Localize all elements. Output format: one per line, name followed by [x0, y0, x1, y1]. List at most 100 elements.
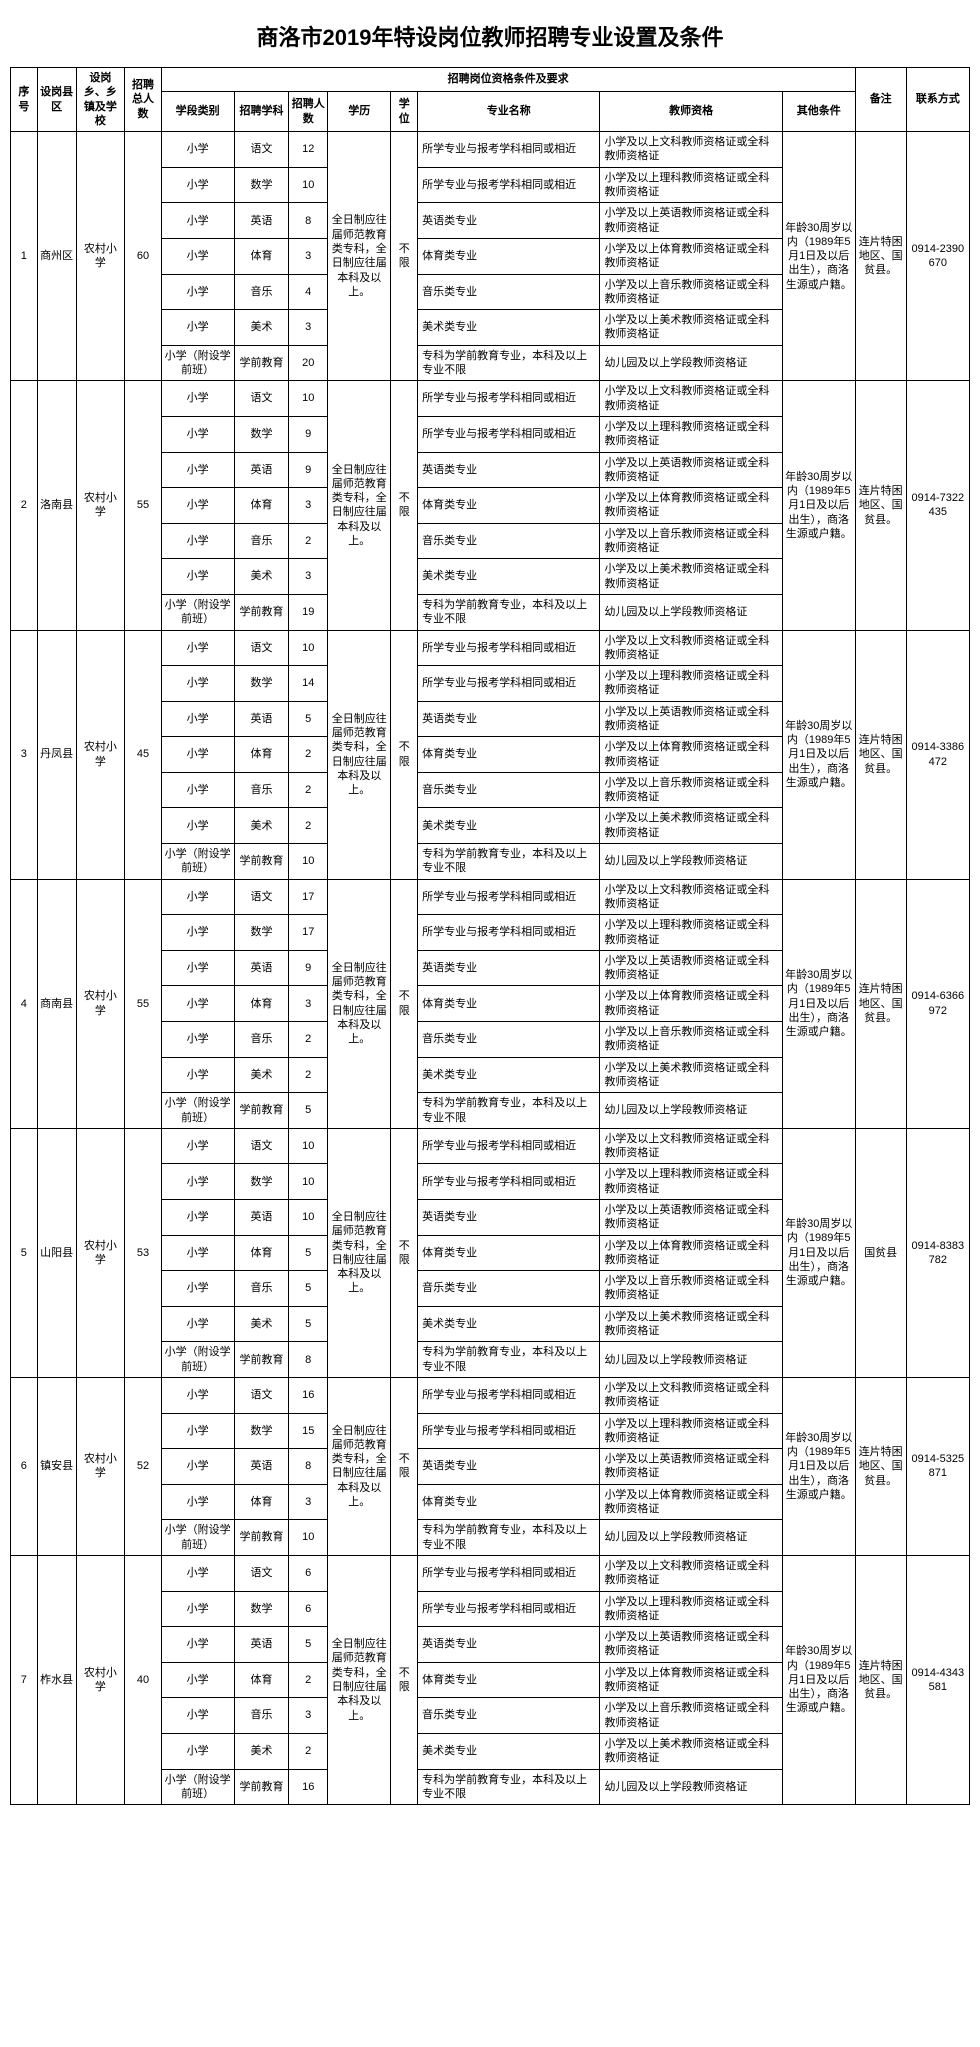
cell-major: 专科为学前教育专业，本科及以上专业不限 — [418, 844, 600, 880]
cell-cert: 小学及以上文科教师资格证或全科教师资格证 — [600, 1128, 782, 1164]
cell-major: 专科为学前教育专业，本科及以上专业不限 — [418, 345, 600, 381]
cell-cert: 小学及以上体育教师资格证或全科教师资格证 — [600, 488, 782, 524]
cell-stage: 小学 — [161, 1022, 234, 1058]
cell-subject: 数学 — [234, 167, 289, 203]
cell-other: 年龄30周岁以内（1989年5月1日及以后出生），商洛生源或户籍。 — [782, 879, 855, 1128]
cell-stage: 小学 — [161, 1591, 234, 1627]
cell-count: 10 — [289, 844, 328, 880]
cell-count: 3 — [289, 559, 328, 595]
cell-major: 所学专业与报考学科相同或相近 — [418, 1413, 600, 1449]
cell-major: 英语类专业 — [418, 1200, 600, 1236]
cell-count: 12 — [289, 132, 328, 168]
cell-stage: 小学 — [161, 310, 234, 346]
cell-subject: 体育 — [234, 488, 289, 524]
cell-seq: 1 — [11, 132, 38, 381]
cell-other: 年龄30周岁以内（1989年5月1日及以后出生），商洛生源或户籍。 — [782, 381, 855, 630]
cell-cert: 幼儿园及以上学段教师资格证 — [600, 1093, 782, 1129]
cell-stage: 小学 — [161, 879, 234, 915]
cell-count: 17 — [289, 879, 328, 915]
cell-remark: 国贫县 — [855, 1128, 906, 1377]
cell-cert: 小学及以上英语教师资格证或全科教师资格证 — [600, 950, 782, 986]
cell-education: 全日制应往届师范教育类专科，全日制应往届本科及以上。 — [328, 630, 391, 879]
cell-cert: 幼儿园及以上学段教师资格证 — [600, 1342, 782, 1378]
cell-cert: 小学及以上理科教师资格证或全科教师资格证 — [600, 416, 782, 452]
cell-major: 美术类专业 — [418, 1306, 600, 1342]
cell-degree: 不限 — [391, 630, 418, 879]
cell-count: 5 — [289, 1235, 328, 1271]
cell-major: 音乐类专业 — [418, 274, 600, 310]
cell-count: 10 — [289, 167, 328, 203]
header-total: 招聘总人数 — [125, 68, 161, 132]
cell-cert: 幼儿园及以上学段教师资格证 — [600, 594, 782, 630]
page-title: 商洛市2019年特设岗位教师招聘专业设置及条件 — [10, 20, 970, 52]
cell-stage: 小学 — [161, 416, 234, 452]
cell-cert: 小学及以上美术教师资格证或全科教师资格证 — [600, 310, 782, 346]
cell-major: 所学专业与报考学科相同或相近 — [418, 1164, 600, 1200]
cell-stage: 小学 — [161, 666, 234, 702]
cell-count: 5 — [289, 1627, 328, 1663]
cell-stage: 小学 — [161, 950, 234, 986]
cell-cert: 小学及以上理科教师资格证或全科教师资格证 — [600, 666, 782, 702]
cell-major: 体育类专业 — [418, 238, 600, 274]
cell-subject: 语文 — [234, 630, 289, 666]
cell-major: 所学专业与报考学科相同或相近 — [418, 1377, 600, 1413]
cell-subject: 音乐 — [234, 274, 289, 310]
cell-subject: 数学 — [234, 666, 289, 702]
cell-count: 3 — [289, 986, 328, 1022]
cell-other: 年龄30周岁以内（1989年5月1日及以后出生），商洛生源或户籍。 — [782, 1128, 855, 1377]
cell-stage: 小学（附设学前班） — [161, 1769, 234, 1805]
cell-major: 英语类专业 — [418, 203, 600, 239]
cell-count: 2 — [289, 737, 328, 773]
cell-total: 55 — [125, 381, 161, 630]
cell-school: 农村小学 — [76, 1128, 125, 1377]
cell-stage: 小学 — [161, 238, 234, 274]
cell-stage: 小学 — [161, 132, 234, 168]
cell-education: 全日制应往届师范教育类专科，全日制应往届本科及以上。 — [328, 132, 391, 381]
cell-cert: 小学及以上理科教师资格证或全科教师资格证 — [600, 1591, 782, 1627]
cell-other: 年龄30周岁以内（1989年5月1日及以后出生），商洛生源或户籍。 — [782, 1377, 855, 1555]
cell-cert: 小学及以上文科教师资格证或全科教师资格证 — [600, 879, 782, 915]
cell-subject: 数学 — [234, 416, 289, 452]
cell-stage: 小学 — [161, 274, 234, 310]
cell-cert: 小学及以上英语教师资格证或全科教师资格证 — [600, 1200, 782, 1236]
cell-cert: 小学及以上音乐教师资格证或全科教师资格证 — [600, 274, 782, 310]
cell-stage: 小学 — [161, 523, 234, 559]
cell-count: 6 — [289, 1591, 328, 1627]
cell-subject: 英语 — [234, 1449, 289, 1485]
cell-cert: 小学及以上体育教师资格证或全科教师资格证 — [600, 1662, 782, 1698]
cell-major: 音乐类专业 — [418, 1022, 600, 1058]
cell-count: 5 — [289, 701, 328, 737]
cell-major: 体育类专业 — [418, 1484, 600, 1520]
cell-subject: 音乐 — [234, 1022, 289, 1058]
cell-major: 所学专业与报考学科相同或相近 — [418, 915, 600, 951]
cell-major: 专科为学前教育专业，本科及以上专业不限 — [418, 1520, 600, 1556]
cell-other: 年龄30周岁以内（1989年5月1日及以后出生），商洛生源或户籍。 — [782, 1555, 855, 1804]
cell-total: 40 — [125, 1555, 161, 1804]
cell-education: 全日制应往届师范教育类专科，全日制应往届本科及以上。 — [328, 381, 391, 630]
cell-county: 商州区 — [37, 132, 76, 381]
cell-count: 10 — [289, 630, 328, 666]
cell-count: 20 — [289, 345, 328, 381]
cell-subject: 数学 — [234, 915, 289, 951]
cell-count: 9 — [289, 452, 328, 488]
header-remark: 备注 — [855, 68, 906, 132]
header-education: 学历 — [328, 92, 391, 132]
cell-cert: 小学及以上文科教师资格证或全科教师资格证 — [600, 1555, 782, 1591]
cell-cert: 小学及以上体育教师资格证或全科教师资格证 — [600, 1484, 782, 1520]
cell-education: 全日制应往届师范教育类专科，全日制应往届本科及以上。 — [328, 879, 391, 1128]
cell-stage: 小学 — [161, 488, 234, 524]
cell-count: 3 — [289, 1484, 328, 1520]
cell-cert: 小学及以上理科教师资格证或全科教师资格证 — [600, 1413, 782, 1449]
cell-stage: 小学 — [161, 1164, 234, 1200]
cell-cert: 小学及以上体育教师资格证或全科教师资格证 — [600, 1235, 782, 1271]
cell-cert: 小学及以上音乐教师资格证或全科教师资格证 — [600, 1271, 782, 1307]
cell-major: 专科为学前教育专业，本科及以上专业不限 — [418, 1093, 600, 1129]
cell-subject: 语文 — [234, 879, 289, 915]
cell-major: 专科为学前教育专业，本科及以上专业不限 — [418, 1769, 600, 1805]
cell-major: 所学专业与报考学科相同或相近 — [418, 381, 600, 417]
cell-subject: 数学 — [234, 1413, 289, 1449]
cell-count: 19 — [289, 594, 328, 630]
cell-count: 5 — [289, 1306, 328, 1342]
cell-subject: 美术 — [234, 559, 289, 595]
cell-major: 所学专业与报考学科相同或相近 — [418, 630, 600, 666]
